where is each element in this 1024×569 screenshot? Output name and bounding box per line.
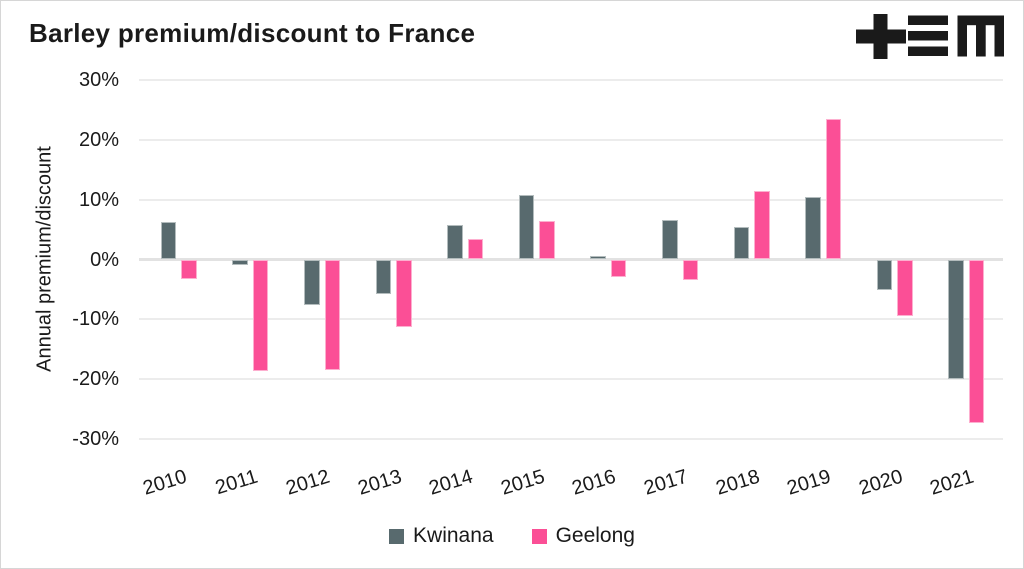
x-tick-label: 2019 — [784, 465, 834, 500]
legend-item-kwinana: Kwinana — [389, 524, 494, 548]
y-tick-label: 0% — [90, 248, 119, 271]
x-tick-label: 2012 — [283, 465, 333, 500]
bar-geelong-2020 — [897, 259, 913, 316]
bar-geelong-2010 — [181, 259, 197, 280]
zero-gridline — [139, 258, 1003, 261]
bar-kwinana-2019 — [805, 197, 821, 260]
y-tick-label: -30% — [72, 428, 119, 450]
bar-kwinana-2020 — [876, 259, 893, 290]
x-tick-label: 2011 — [213, 465, 261, 500]
bar-geelong-2021 — [968, 259, 985, 423]
y-tick-label: -10% — [72, 308, 119, 331]
chart-title: Barley premium/discount to France — [29, 18, 476, 48]
bar-geelong-2013 — [396, 259, 412, 328]
y-tick-label: 30% — [78, 69, 119, 91]
gridline — [139, 138, 1003, 141]
bar-kwinana-2018 — [733, 226, 750, 260]
gridline — [139, 79, 1003, 81]
kwinana-legend-swatch — [389, 528, 405, 544]
geelong-legend-label: Geelong — [555, 524, 635, 547]
bar-kwinana-2021 — [948, 259, 964, 380]
bar-geelong-2014 — [467, 238, 484, 260]
legend-item-geelong: Geelong — [531, 524, 635, 548]
x-tick-label: 2013 — [355, 465, 404, 500]
bar-geelong-2019 — [825, 119, 842, 260]
bar-kwinana-2016 — [590, 255, 606, 260]
bar-kwinana-2013 — [375, 259, 392, 294]
geelong-legend-swatch — [531, 528, 547, 544]
logo-m-right-stem — [994, 15, 1004, 57]
logo-bar-bottom — [908, 46, 948, 56]
bar-geelong-2015 — [539, 221, 555, 260]
x-tick-label: 2014 — [426, 465, 476, 500]
x-tick-label: 2020 — [856, 465, 906, 500]
gridline — [139, 198, 1003, 201]
bar-kwinana-2012 — [304, 259, 320, 305]
logo-bar-top — [908, 15, 948, 25]
kwinana-legend-label: Kwinana — [413, 524, 494, 547]
logo-plus-horizontal — [856, 29, 906, 44]
logo-m-left-stem — [957, 15, 967, 57]
logo-m-middle-stem — [976, 15, 986, 57]
bar-kwinana-2015 — [518, 194, 535, 260]
gridline — [139, 438, 1003, 440]
tem-logo — [856, 14, 1004, 59]
y-tick-label: 10% — [78, 188, 119, 211]
bar-kwinana-2014 — [447, 225, 463, 260]
x-tick-label: 2010 — [140, 465, 190, 500]
y-tick-label: 20% — [78, 128, 119, 151]
gridline — [139, 378, 1003, 381]
bar-geelong-2011 — [252, 259, 269, 372]
gridline — [139, 318, 1003, 321]
bar-kwinana-2011 — [232, 259, 248, 266]
x-tick-label: 2017 — [641, 465, 691, 500]
bar-kwinana-2010 — [160, 222, 177, 260]
y-tick-label: -20% — [72, 368, 119, 391]
bar-geelong-2012 — [324, 259, 340, 371]
x-tick-label: 2021 — [927, 465, 977, 500]
x-tick-label: 2018 — [713, 465, 762, 500]
bar-geelong-2017 — [682, 259, 698, 281]
bar-geelong-2018 — [754, 190, 770, 260]
bar-geelong-2016 — [610, 259, 627, 278]
logo-bar-middle — [908, 31, 948, 41]
x-tick-label: 2015 — [498, 465, 548, 500]
legend: Kwinana Geelong — [1, 524, 1023, 548]
bar-kwinana-2017 — [662, 220, 678, 260]
x-tick-label: 2016 — [569, 465, 619, 500]
